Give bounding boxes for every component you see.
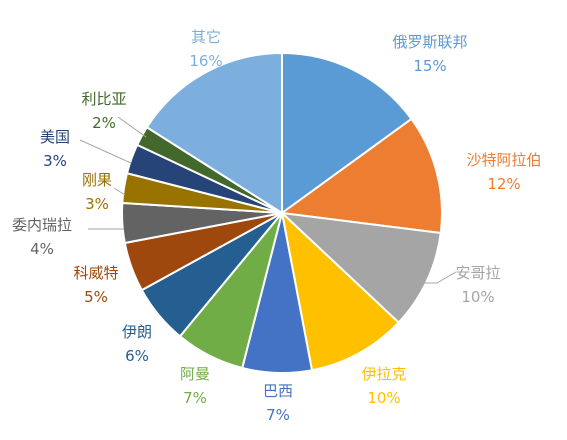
leader-line-2 xyxy=(424,271,457,284)
slice-label-name-0: 俄罗斯联邦 xyxy=(392,33,467,51)
slice-label-percent-1: 12% xyxy=(487,175,520,193)
slice-label-name-11: 利比亚 xyxy=(81,90,126,108)
slice-label-name-3: 伊拉克 xyxy=(361,365,406,383)
slice-label-name-8: 委内瑞拉 xyxy=(12,216,72,234)
slice-label-name-12: 其它 xyxy=(191,28,221,46)
slice-label-percent-0: 15% xyxy=(413,57,446,75)
leader-line-10 xyxy=(79,139,132,164)
pie-slices xyxy=(121,52,444,375)
slice-label-name-5: 阿曼 xyxy=(180,365,210,383)
slice-label-name-6: 伊朗 xyxy=(122,323,152,341)
leader-line-9 xyxy=(113,187,126,196)
leader-line-11 xyxy=(117,116,147,138)
slice-label-name-1: 沙特阿拉伯 xyxy=(466,151,541,169)
slice-label-percent-4: 7% xyxy=(266,406,290,424)
pie-slice-2 xyxy=(281,212,442,324)
slice-labels: 俄罗斯联邦 15% 沙特阿拉伯 12% 安哥拉 10% 伊拉克 10% 巴西 7% 阿曼 7% 伊朗 6%… xyxy=(12,28,542,424)
slice-label-name-7: 科威特 xyxy=(73,264,118,282)
slice-label-name-4: 巴西 xyxy=(263,382,293,400)
slice-label-percent-10: 3% xyxy=(43,152,67,170)
slice-label-percent-2: 10% xyxy=(461,288,494,306)
slice-label-percent-9: 3% xyxy=(85,195,109,213)
slice-label-name-2: 安哥拉 xyxy=(455,264,500,282)
pie-slice-12 xyxy=(145,52,283,214)
pie-slice-1 xyxy=(281,117,444,235)
slice-label-name-10: 美国 xyxy=(40,128,70,146)
slice-label-percent-5: 7% xyxy=(183,389,207,407)
slice-label-percent-6: 6% xyxy=(125,347,149,365)
slice-label-percent-8: 4% xyxy=(30,240,54,258)
pie-slice-0 xyxy=(281,52,413,214)
pie-slice-3 xyxy=(281,212,400,372)
slice-label-percent-12: 16% xyxy=(189,52,222,70)
slice-label-percent-7: 5% xyxy=(84,288,108,306)
leader-lines xyxy=(79,116,457,284)
slice-label-percent-3: 10% xyxy=(367,389,400,407)
slice-label-percent-11: 2% xyxy=(92,114,116,132)
slice-label-name-9: 刚果 xyxy=(82,171,112,189)
